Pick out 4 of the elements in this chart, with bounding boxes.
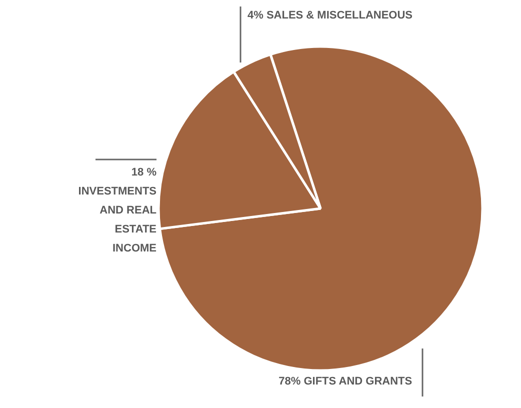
slice-label: 4% SALES & MISCELLANEOUS	[248, 10, 413, 22]
slice-label: INVESTMENTS AND REAL ESTATE INCOME	[78, 186, 157, 254]
data-label: 18 %	[131, 166, 157, 178]
slice-label: 78% GIFTS AND GRANTS	[278, 376, 412, 388]
